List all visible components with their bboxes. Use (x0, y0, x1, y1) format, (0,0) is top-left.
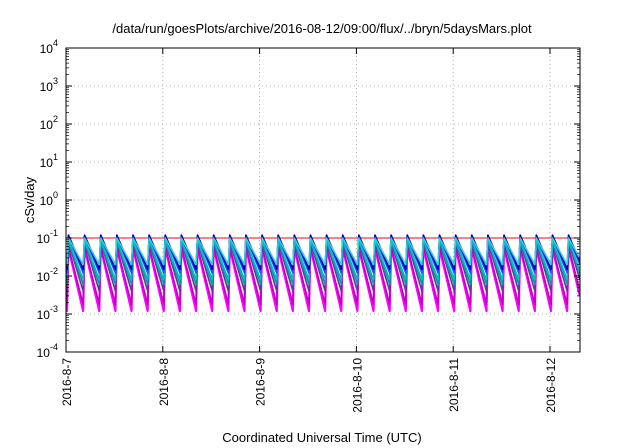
x-tick-label: 2016-8-7 (60, 358, 74, 406)
x-tick-label: 2016-8-10 (350, 358, 364, 413)
y-tick-label: 10-1 (37, 228, 58, 246)
y-tick-label: 102 (40, 114, 58, 132)
x-tick-label: 2016-8-12 (544, 358, 558, 413)
x-tick-label: 2016-8-9 (254, 358, 268, 406)
y-tick-label: 103 (40, 76, 58, 94)
x-tick-label: 2016-8-11 (447, 358, 461, 412)
plot-area (66, 234, 580, 313)
y-tick-label: 101 (40, 152, 58, 170)
series-line (66, 237, 580, 266)
y-tick-label: 104 (40, 38, 58, 56)
y-tick-label: 100 (40, 190, 58, 208)
x-axis: 2016-8-7 2016-8-8 2016-8-9 2016-8-10 2016-8-… (60, 48, 558, 413)
y-tick-label: 10-3 (37, 304, 58, 322)
y-tick-label: 10-4 (37, 342, 58, 360)
y-tick-label: 10-2 (37, 266, 58, 284)
chart-title: /data/run/goesPlots/archive/2016-08-12/0… (112, 21, 532, 36)
x-axis-label: Coordinated Universal Time (UTC) (222, 430, 421, 445)
series-line (66, 238, 580, 281)
x-tick-label: 2016-8-8 (157, 358, 171, 406)
series-line (66, 245, 580, 306)
y-axis-label: cSv/day (22, 176, 37, 223)
